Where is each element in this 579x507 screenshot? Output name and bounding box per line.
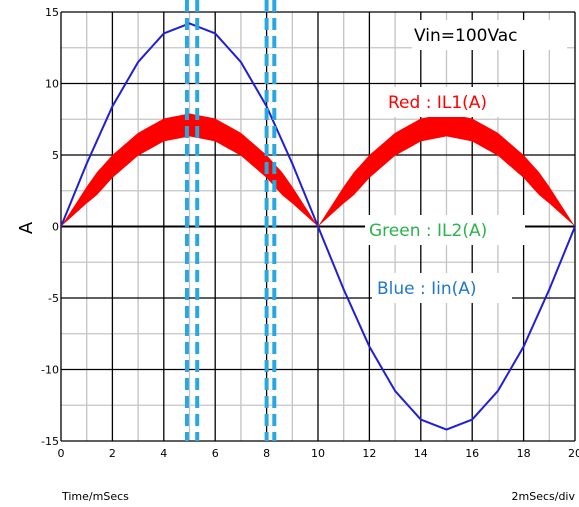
y-tick-label: -15 <box>41 435 59 448</box>
vin-label-bg <box>412 20 567 50</box>
x-tick-label: 16 <box>465 447 479 460</box>
x-tick-label: 18 <box>517 447 531 460</box>
green-legend-label: Green : IL2(A) <box>369 221 487 241</box>
y-axis-label: A <box>16 221 37 234</box>
x-tick-label: 8 <box>263 447 270 460</box>
markers-layer <box>184 0 277 441</box>
green-label-bg <box>365 215 525 245</box>
red-label-bg <box>385 87 520 117</box>
x-tick-label: 0 <box>58 447 65 460</box>
y-tick-label: -10 <box>41 364 59 377</box>
tick-labels: 0 2 4 6 8 10 12 14 16 18 20 15 10 5 0 -5 -10 -15 <box>41 6 579 460</box>
x-axis-label: Time/mSecs <box>61 490 129 503</box>
y-tick-label: 5 <box>52 149 59 162</box>
y-tick-label: -5 <box>48 292 59 305</box>
x-tick-label: 2 <box>109 447 116 460</box>
x-tick-label: 10 <box>311 447 325 460</box>
x-tick-label: 12 <box>362 447 376 460</box>
scale-label: 2mSecs/div <box>512 490 576 503</box>
red-legend-label: Red : IL1(A) <box>388 93 487 113</box>
blue-label-bg <box>372 273 512 303</box>
annotation-layer: Vin=100Vac Red : IL1(A) Green : IL2(A) B… <box>365 20 567 303</box>
x-tick-label: 6 <box>212 447 219 460</box>
y-tick-label: 0 <box>52 221 59 234</box>
x-tick-label: 14 <box>414 447 428 460</box>
blue-legend-label: Blue : Iin(A) <box>377 279 477 299</box>
vin-annotation: Vin=100Vac <box>414 26 518 46</box>
x-tick-label: 20 <box>568 447 579 460</box>
y-tick-label: 10 <box>45 78 59 91</box>
y-tick-label: 15 <box>45 6 59 19</box>
x-tick-label: 4 <box>160 447 167 460</box>
series-layer <box>60 22 576 431</box>
